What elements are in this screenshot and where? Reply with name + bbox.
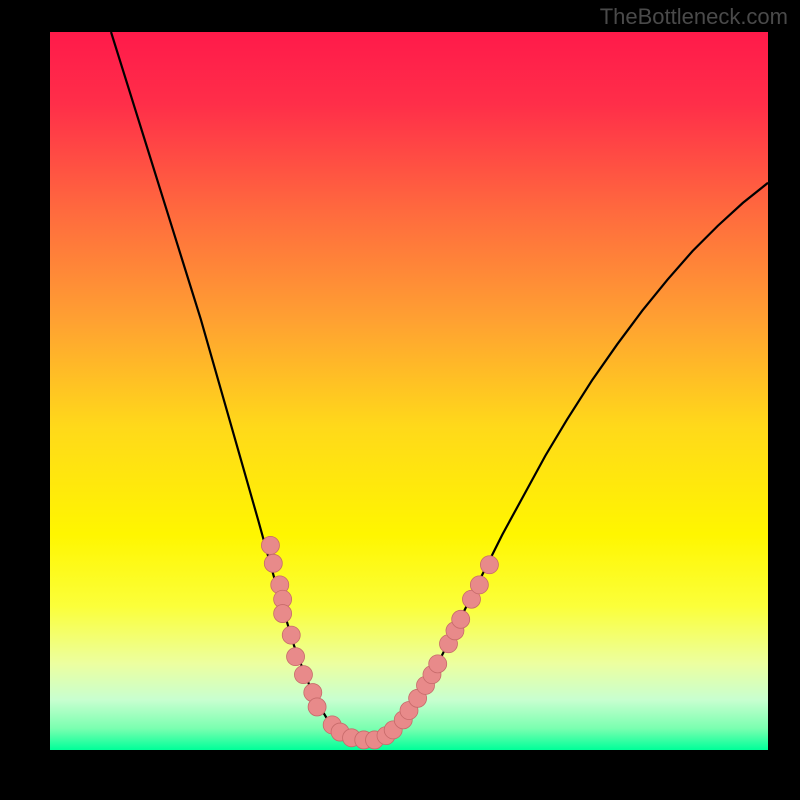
data-marker bbox=[282, 626, 300, 644]
data-marker bbox=[287, 648, 305, 666]
data-marker bbox=[480, 556, 498, 574]
plot-area bbox=[50, 32, 768, 750]
curve-layer bbox=[50, 32, 768, 750]
data-marker bbox=[264, 554, 282, 572]
data-marker bbox=[470, 576, 488, 594]
data-markers bbox=[261, 536, 498, 749]
data-marker bbox=[452, 610, 470, 628]
data-marker bbox=[261, 536, 279, 554]
bottleneck-curve bbox=[111, 32, 768, 741]
data-marker bbox=[308, 698, 326, 716]
data-marker bbox=[274, 605, 292, 623]
data-marker bbox=[294, 666, 312, 684]
data-marker bbox=[429, 655, 447, 673]
watermark-text: TheBottleneck.com bbox=[600, 4, 788, 30]
